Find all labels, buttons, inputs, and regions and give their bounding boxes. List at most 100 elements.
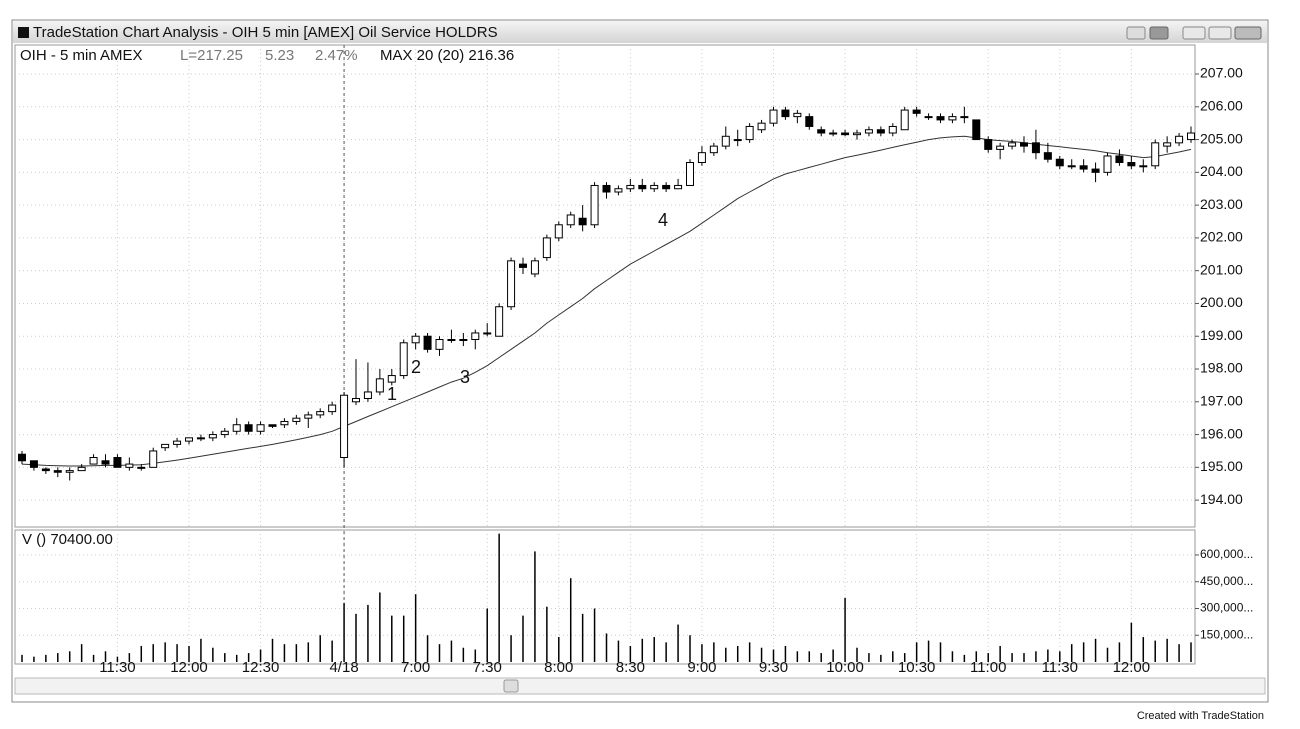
- candle-body: [542, 237, 551, 259]
- annotation: 4: [658, 210, 668, 230]
- candle-body: [507, 260, 516, 308]
- candle-body: [41, 468, 50, 472]
- candle-body: [208, 434, 217, 439]
- y-tick-label: 194.00: [1200, 491, 1243, 507]
- candle-body: [530, 260, 539, 275]
- candle-body: [125, 463, 134, 468]
- x-tick-label: 8:00: [544, 659, 573, 676]
- candle-body: [984, 139, 993, 150]
- candle-body: [948, 116, 957, 121]
- pct-change: 2.47%: [315, 47, 358, 64]
- horizontal-scrollbar[interactable]: [14, 677, 1266, 695]
- candle-body: [566, 214, 575, 226]
- x-tick-label: 10:30: [898, 659, 936, 676]
- candle-body: [435, 339, 444, 350]
- candle-body: [805, 116, 814, 127]
- y-tick-label: 201.00: [1200, 261, 1243, 277]
- candle-body: [590, 184, 599, 226]
- candle-body: [89, 457, 98, 465]
- candle-body: [1091, 168, 1100, 173]
- y-tick-label: 198.00: [1200, 360, 1243, 376]
- toolbar-button[interactable]: [1149, 26, 1169, 40]
- candle-body: [769, 109, 778, 124]
- candle-body: [697, 152, 706, 164]
- candle-body: [674, 184, 683, 190]
- candle-body: [256, 424, 265, 432]
- candle-body: [1103, 155, 1112, 173]
- candle-body: [876, 129, 885, 134]
- candle-body: [65, 470, 74, 473]
- x-tick-label: 10:00: [826, 659, 864, 676]
- window-icon: [18, 27, 29, 38]
- candle-body: [1031, 142, 1040, 154]
- candle-body: [399, 342, 408, 377]
- candle-body: [1020, 142, 1028, 147]
- close-button[interactable]: [1234, 26, 1262, 40]
- candle-body: [793, 112, 802, 118]
- y-tick-label: 300,000...: [1200, 601, 1253, 615]
- x-tick-label: 9:30: [759, 659, 788, 676]
- candle-body: [363, 391, 372, 400]
- volume-pane: [14, 529, 1196, 665]
- candle-body: [173, 440, 182, 445]
- candle-body: [18, 453, 26, 462]
- maximize-button[interactable]: [1208, 26, 1232, 40]
- candle-body: [77, 466, 86, 472]
- y-tick-label: 196.00: [1200, 425, 1243, 441]
- y-tick-label: 197.00: [1200, 392, 1243, 408]
- x-tick-label: 9:00: [687, 659, 716, 676]
- candle-body: [781, 109, 790, 118]
- candle-body: [149, 450, 158, 468]
- candle-body: [292, 417, 301, 422]
- y-tick-label: 205.00: [1200, 130, 1243, 146]
- candle-body: [411, 335, 420, 344]
- candle-body: [757, 122, 766, 131]
- footer-credit: Created with TradeStation: [1137, 710, 1264, 722]
- moving-average: [21, 135, 1192, 467]
- candle-body: [1079, 165, 1088, 170]
- x-tick-label: 12:00: [170, 659, 208, 676]
- candle-body: [1055, 158, 1064, 167]
- candle-body: [662, 184, 671, 190]
- y-tick-label: 200.00: [1200, 294, 1243, 310]
- candle-body: [447, 339, 456, 342]
- annotation: 1: [387, 384, 397, 404]
- candle-body: [1139, 165, 1148, 168]
- y-tick-label: 195.00: [1200, 458, 1243, 474]
- volume-label: V () 70400.00: [22, 531, 113, 548]
- candle-body: [1008, 142, 1017, 147]
- candle-body: [304, 414, 313, 419]
- x-tick-label: 11:30: [99, 659, 135, 676]
- candle-body: [137, 466, 146, 469]
- candle-body: [280, 420, 289, 426]
- candle-body: [864, 129, 873, 134]
- candle-body: [900, 109, 909, 131]
- candle-body: [745, 125, 754, 141]
- candle-body: [220, 430, 229, 436]
- candle-body: [650, 184, 659, 190]
- candle-body: [1175, 135, 1184, 144]
- candle-body: [1187, 132, 1195, 141]
- candle-body: [936, 116, 945, 121]
- candle-body: [817, 129, 826, 134]
- y-tick-label: 202.00: [1200, 229, 1243, 245]
- candle-body: [602, 184, 611, 193]
- scroll-thumb[interactable]: [503, 679, 519, 693]
- candle-body: [960, 116, 969, 119]
- minimize-button[interactable]: [1182, 26, 1206, 40]
- candle-body: [1151, 142, 1160, 167]
- candle-body: [185, 437, 193, 442]
- candle-body: [375, 378, 384, 393]
- y-tick-label: 204.00: [1200, 163, 1243, 179]
- toolbar-button[interactable]: [1126, 26, 1146, 40]
- candle-body: [101, 460, 110, 465]
- x-tick-label: 8:30: [616, 659, 645, 676]
- candle-body: [853, 132, 861, 136]
- candle-body: [29, 460, 38, 468]
- candle-body: [113, 457, 122, 468]
- y-tick-label: 207.00: [1200, 65, 1243, 81]
- candle-body: [686, 162, 694, 186]
- candle-body: [459, 339, 468, 342]
